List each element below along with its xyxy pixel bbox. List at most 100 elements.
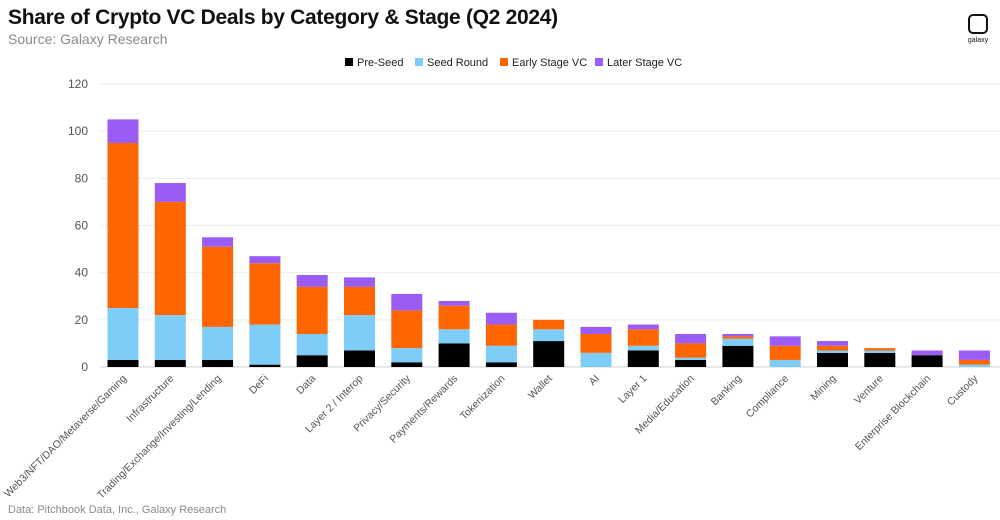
bar-segment-later-stage-vc <box>485 312 517 325</box>
bar-segment-pre-seed <box>911 355 943 367</box>
bar-segment-pre-seed <box>627 350 659 367</box>
legend-swatch <box>415 58 423 66</box>
legend-swatch <box>345 58 353 66</box>
bar-segment-early-stage-vc <box>769 345 801 360</box>
x-tick-label: Mining <box>808 373 838 403</box>
x-tick-label: Infrastructure <box>124 373 176 425</box>
bar-segment-seed-round <box>485 345 517 363</box>
bar-segment-later-stage-vc <box>344 277 375 287</box>
y-tick-label: 120 <box>68 77 88 91</box>
bar-segment-pre-seed <box>344 350 375 367</box>
legend-label: Seed Round <box>427 57 488 69</box>
bar-segment-early-stage-vc <box>107 142 139 309</box>
bar-segment-pre-seed <box>202 359 234 367</box>
bar-segment-later-stage-vc <box>391 293 423 311</box>
bar-segment-seed-round <box>438 329 470 344</box>
bar-segment-later-stage-vc <box>202 237 234 247</box>
bar-segment-later-stage-vc <box>911 350 943 356</box>
bar-segment-early-stage-vc <box>296 286 328 334</box>
x-tick-label: Wallet <box>526 373 555 402</box>
x-tick-label: Data <box>294 373 318 397</box>
x-tick-label: Venture <box>852 373 886 407</box>
bar-segment-early-stage-vc <box>249 263 281 325</box>
bar-segment-seed-round <box>817 350 848 353</box>
y-tick-label: 60 <box>75 219 89 233</box>
bar-segment-later-stage-vc <box>769 336 801 346</box>
bar-segment-early-stage-vc <box>154 201 186 316</box>
chart-title: Share of Crypto VC Deals by Category & S… <box>8 6 558 29</box>
bar-segment-pre-seed <box>296 355 328 367</box>
bar-segment-early-stage-vc <box>533 319 565 330</box>
y-tick-label: 20 <box>75 313 89 327</box>
bar-segment-seed-round <box>202 326 234 360</box>
chart-footer: Data: Pitchbook Data, Inc., Galaxy Resea… <box>8 504 227 516</box>
x-tick-label: Tokenization <box>458 373 508 423</box>
chart-subtitle: Source: Galaxy Research <box>8 31 168 47</box>
bar-segment-pre-seed <box>154 359 186 367</box>
bar-segment-later-stage-vc <box>438 300 470 306</box>
bar-segment-early-stage-vc <box>958 359 990 365</box>
x-tick-label: Banking <box>709 373 744 408</box>
bar-segment-early-stage-vc <box>675 343 707 358</box>
bar-segment-pre-seed <box>391 362 423 367</box>
bar-segment-pre-seed <box>485 362 517 367</box>
logo-text: galaxy <box>967 37 989 44</box>
bar-segment-seed-round <box>296 333 328 356</box>
legend-swatch <box>595 58 603 66</box>
bar-segment-later-stage-vc <box>154 183 186 202</box>
bar-segment-early-stage-vc <box>344 286 375 316</box>
x-tick-label: Custody <box>945 372 981 408</box>
bar-segment-later-stage-vc <box>675 333 707 344</box>
bar-segment-later-stage-vc <box>722 333 754 337</box>
bar-segment-seed-round <box>533 329 565 342</box>
galaxy-logo: galaxy <box>965 14 991 44</box>
legend-label: Later Stage VC <box>607 57 682 69</box>
logo-icon <box>968 14 988 34</box>
bar-segment-pre-seed <box>864 352 896 367</box>
bar-segment-seed-round <box>958 364 990 367</box>
y-tick-label: 40 <box>75 266 89 280</box>
bar-segment-early-stage-vc <box>627 329 659 346</box>
bar-segment-later-stage-vc <box>958 350 990 360</box>
bar-segment-later-stage-vc <box>817 341 848 346</box>
bar-segment-early-stage-vc <box>722 336 754 339</box>
x-tick-label: Compliance <box>744 373 792 421</box>
y-tick-label: 0 <box>81 360 88 374</box>
bar-segment-seed-round <box>769 359 801 367</box>
bar-segment-pre-seed <box>533 341 565 367</box>
legend-swatch <box>500 58 508 66</box>
bar-segment-seed-round <box>864 350 896 353</box>
bar-segment-seed-round <box>391 348 423 363</box>
bar-segment-later-stage-vc <box>627 324 659 330</box>
x-tick-label: AI <box>587 373 603 389</box>
y-tick-label: 80 <box>75 171 89 185</box>
bar-segment-pre-seed <box>722 345 754 367</box>
bar-segment-early-stage-vc <box>817 345 848 351</box>
legend-label: Pre-Seed <box>357 57 403 69</box>
bar-segment-early-stage-vc <box>202 246 234 327</box>
bar-segment-seed-round <box>675 357 707 360</box>
bar-segment-seed-round <box>722 338 754 346</box>
legend-label: Early Stage VC <box>512 57 587 69</box>
bar-segment-pre-seed <box>817 352 848 367</box>
bar-segment-later-stage-vc <box>580 326 612 334</box>
bar-segment-seed-round <box>627 345 659 351</box>
bar-segment-later-stage-vc <box>249 256 281 264</box>
bar-segment-seed-round <box>344 315 375 351</box>
bar-segment-pre-seed <box>249 364 281 367</box>
bar-segment-early-stage-vc <box>438 305 470 330</box>
bar-segment-early-stage-vc <box>485 324 517 346</box>
bar-segment-seed-round <box>249 324 281 365</box>
x-tick-label: Layer 1 <box>616 373 649 406</box>
bar-segment-seed-round <box>154 315 186 360</box>
bar-segment-pre-seed <box>107 359 139 367</box>
bar-segment-later-stage-vc <box>296 275 328 287</box>
bar-segment-later-stage-vc <box>107 119 139 143</box>
y-tick-label: 100 <box>68 124 88 138</box>
bar-segment-seed-round <box>580 352 612 367</box>
x-tick-label: DeFi <box>247 373 271 397</box>
bar-segment-pre-seed <box>675 359 707 367</box>
bar-segment-seed-round <box>107 308 139 360</box>
bar-segment-early-stage-vc <box>864 348 896 351</box>
